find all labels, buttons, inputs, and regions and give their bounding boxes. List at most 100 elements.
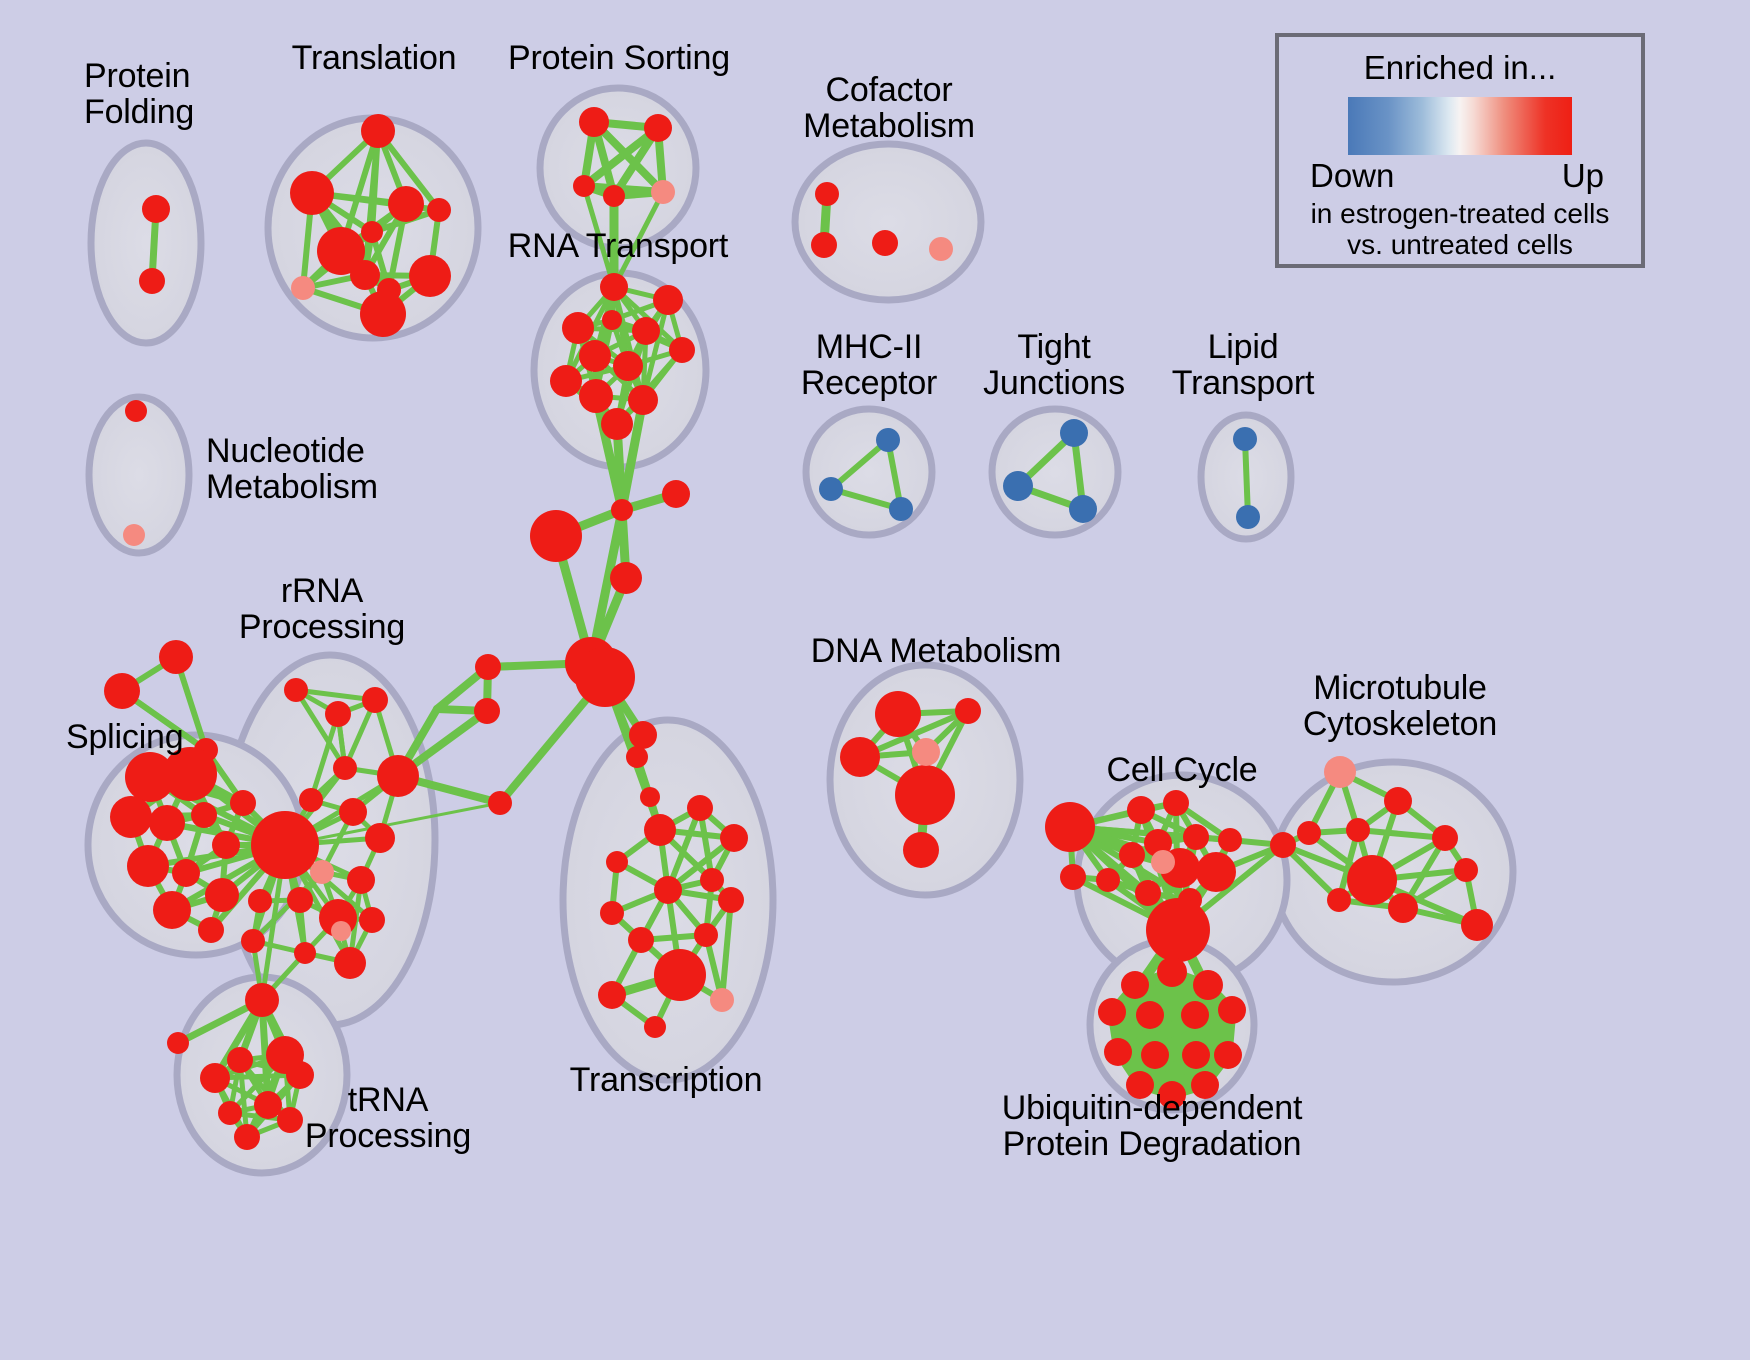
node	[562, 312, 594, 344]
cluster-hull-tight-junctions	[988, 405, 1122, 539]
node	[159, 640, 193, 674]
node	[286, 1061, 314, 1089]
node	[139, 268, 165, 294]
cluster-label-transcription: Transcription	[569, 1061, 763, 1099]
node	[644, 114, 672, 142]
node	[903, 832, 939, 868]
node	[651, 180, 675, 204]
node	[149, 805, 185, 841]
node	[1347, 855, 1397, 905]
cluster-hull-cofactor-metabolism	[791, 140, 985, 304]
node	[1127, 796, 1155, 824]
cluster-label-microtubule-cytoskeleton: Microtubule Cytoskeleton	[1302, 669, 1498, 744]
node	[1096, 868, 1120, 892]
cluster-hull-protein-folding	[87, 139, 205, 347]
node	[579, 340, 611, 372]
cluster-label-protein-folding: Protein Folding	[84, 57, 195, 132]
node	[669, 337, 695, 363]
legend-subtitle-line-1: in estrogen-treated cells	[1310, 198, 1610, 229]
node	[488, 791, 512, 815]
node	[284, 678, 308, 702]
node	[811, 232, 837, 258]
node	[334, 947, 366, 979]
node	[325, 701, 351, 727]
node	[277, 1107, 303, 1133]
node	[1157, 957, 1187, 987]
node	[929, 237, 953, 261]
node	[575, 647, 635, 707]
node	[377, 755, 419, 797]
node	[1191, 1071, 1219, 1099]
node	[603, 185, 625, 207]
node	[427, 198, 451, 222]
node	[205, 878, 239, 912]
node	[1146, 898, 1210, 962]
node	[1218, 828, 1242, 852]
cluster-label-splicing: Splicing	[66, 718, 184, 756]
node	[579, 379, 613, 413]
node	[687, 795, 713, 821]
node	[600, 901, 624, 925]
node	[1126, 1071, 1154, 1099]
node	[474, 698, 500, 724]
node	[955, 698, 981, 724]
cluster-label-nucleotide-metabolism: Nucleotide Metabolism	[206, 432, 378, 507]
node	[310, 860, 334, 884]
node	[662, 480, 690, 508]
node	[241, 929, 265, 953]
node	[361, 221, 383, 243]
node	[1121, 971, 1149, 999]
node	[1181, 1001, 1209, 1029]
node	[347, 866, 375, 894]
cluster-label-lipid-transport: Lipid Transport	[1171, 328, 1315, 403]
legend-color-gradient-bar	[1348, 97, 1572, 155]
node	[654, 949, 706, 1001]
node	[653, 285, 683, 315]
node	[299, 788, 323, 812]
node	[1060, 419, 1088, 447]
node	[153, 891, 191, 929]
cluster-label-cofactor-metabolism: Cofactor Metabolism	[803, 71, 975, 146]
node	[600, 273, 628, 301]
node	[230, 790, 256, 816]
node	[234, 1124, 260, 1150]
node	[912, 738, 940, 766]
cluster-label-tight-junctions: Tight Junctions	[983, 328, 1125, 403]
node	[291, 276, 315, 300]
node	[172, 859, 200, 887]
node	[191, 802, 217, 828]
node	[110, 796, 152, 838]
node	[1346, 818, 1370, 842]
legend-endpoint-labels: Down Up	[1310, 157, 1610, 197]
node	[628, 927, 654, 953]
node	[123, 524, 145, 546]
node	[1214, 1041, 1242, 1069]
node	[1158, 1081, 1186, 1109]
cluster-label-dna-metabolism: DNA Metabolism	[810, 632, 1062, 670]
node	[1454, 858, 1478, 882]
node	[550, 365, 582, 397]
node	[287, 887, 313, 913]
node	[333, 756, 357, 780]
node	[602, 310, 622, 330]
node	[409, 255, 451, 297]
node	[611, 499, 633, 521]
node	[360, 291, 406, 337]
node	[601, 408, 633, 440]
node	[362, 687, 388, 713]
cluster-label-rna-transport: RNA Transport	[507, 227, 729, 265]
cluster-label-trna-processing: tRNA Processing	[304, 1081, 472, 1156]
node	[251, 811, 319, 879]
legend-subtitle: in estrogen-treated cells vs. untreated …	[1279, 198, 1641, 261]
node	[1045, 802, 1095, 852]
legend-low-label: Down	[1310, 157, 1395, 194]
node	[350, 260, 380, 290]
node	[815, 182, 839, 206]
node	[125, 752, 175, 802]
node	[710, 988, 734, 1012]
cluster-label-mhc-ii-receptor: MHC-II Receptor	[800, 328, 938, 403]
node	[331, 921, 351, 941]
node	[700, 868, 724, 892]
